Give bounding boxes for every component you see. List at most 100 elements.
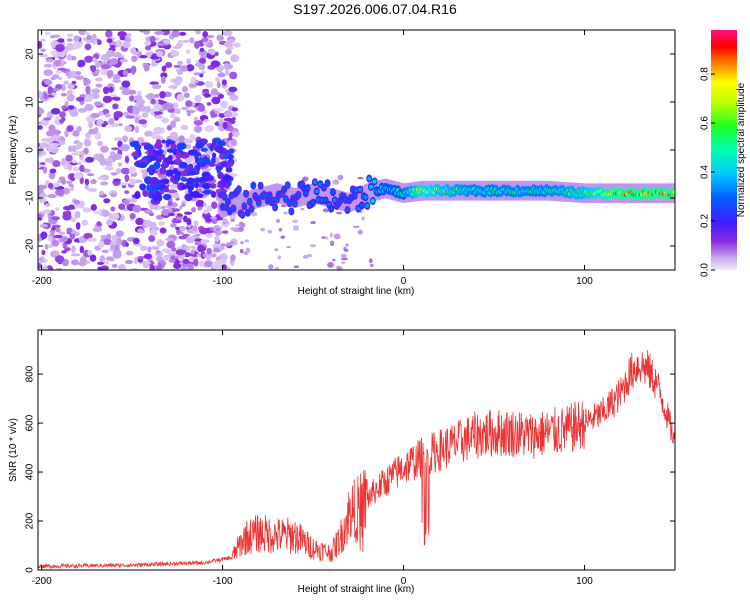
signal-blob — [223, 181, 231, 189]
noise-speckle — [202, 88, 210, 93]
noise-speckle — [159, 227, 167, 234]
noise-speckle — [129, 213, 136, 220]
ridge-core — [311, 200, 316, 205]
noise-speckle — [124, 174, 130, 183]
noise-speckle — [74, 210, 81, 219]
noise-speckle — [143, 63, 150, 72]
noise-speckle — [216, 34, 224, 41]
noise-speckle — [229, 94, 239, 102]
noise-speckle — [91, 88, 101, 94]
noise-speckle — [174, 108, 181, 115]
noise-speckle — [160, 75, 166, 84]
noise-speckle — [149, 204, 159, 210]
noise-speckle — [115, 237, 123, 246]
noise-speckle — [97, 140, 103, 147]
noise-speckle — [66, 42, 73, 51]
noise-speckle — [154, 30, 165, 35]
noise-speckle — [130, 67, 136, 75]
noise-speckle — [104, 158, 113, 162]
noise-speckle — [182, 233, 190, 237]
noise-speckle — [39, 192, 47, 198]
noise-speckle — [48, 124, 56, 133]
noise-speckle — [332, 179, 340, 185]
noise-speckle — [148, 234, 156, 242]
noise-speckle — [108, 86, 114, 93]
noise-speckle — [97, 110, 104, 116]
noise-speckle — [49, 168, 57, 174]
signal-blob — [159, 167, 167, 175]
spectrogram-x-tick-label: -100 — [213, 276, 233, 287]
noise-speckle — [96, 221, 102, 227]
noise-speckle — [205, 253, 212, 261]
signal-blob — [174, 158, 182, 164]
noise-speckle — [39, 54, 48, 58]
noise-speckle — [179, 205, 183, 210]
noise-speckle — [133, 256, 139, 264]
ridge-core — [358, 187, 363, 192]
noise-speckle — [203, 93, 211, 98]
noise-speckle — [154, 115, 163, 120]
noise-speckle — [52, 88, 61, 92]
noise-speckle — [41, 198, 47, 203]
noise-speckle — [302, 176, 309, 182]
noise-speckle — [59, 118, 65, 124]
noise-speckle — [167, 189, 178, 194]
noise-speckle — [329, 240, 335, 247]
signal-blob — [155, 139, 162, 146]
ridge-core — [303, 191, 308, 196]
noise-speckle — [169, 184, 179, 189]
noise-speckle — [144, 40, 152, 46]
ridge-core — [247, 199, 252, 204]
noise-speckle — [216, 258, 227, 265]
noise-speckle — [66, 180, 73, 184]
noise-speckle — [198, 57, 207, 65]
noise-speckle — [124, 259, 133, 265]
noise-speckle — [52, 160, 61, 168]
noise-speckle — [161, 205, 166, 210]
noise-speckle — [48, 147, 53, 152]
noise-speckle — [186, 112, 192, 117]
noise-speckle — [66, 38, 73, 42]
noise-speckle — [66, 227, 73, 233]
noise-speckle — [90, 35, 95, 44]
noise-speckle — [188, 83, 198, 87]
noise-speckle — [156, 50, 164, 58]
noise-speckle — [125, 250, 134, 256]
noise-speckle — [206, 34, 215, 39]
noise-speckle — [122, 41, 131, 49]
signal-blob — [191, 190, 200, 198]
ridge-core — [305, 186, 310, 191]
noise-speckle — [53, 129, 62, 135]
noise-speckle — [51, 74, 60, 79]
signal-blob — [197, 157, 204, 165]
noise-speckle — [55, 228, 61, 233]
noise-speckle — [128, 89, 137, 95]
ridge-core — [363, 195, 368, 200]
noise-speckle — [77, 61, 84, 68]
noise-speckle — [43, 92, 48, 100]
noise-speckle — [120, 144, 130, 152]
noise-speckle — [171, 246, 177, 252]
noise-speckle — [195, 30, 201, 35]
noise-speckle — [144, 130, 154, 137]
noise-speckle — [223, 41, 234, 48]
ridge-core — [314, 189, 319, 194]
noise-speckle — [185, 64, 195, 72]
signal-blob — [165, 169, 174, 177]
noise-speckle — [189, 37, 195, 44]
noise-speckle — [267, 230, 273, 234]
noise-speckle — [167, 200, 173, 207]
noise-speckle — [158, 220, 166, 226]
noise-speckle — [161, 248, 170, 253]
noise-speckle — [95, 68, 100, 75]
noise-speckle — [145, 94, 154, 99]
noise-speckle — [268, 264, 274, 270]
noise-speckle — [214, 108, 224, 112]
noise-speckle — [73, 166, 80, 172]
noise-speckle — [83, 147, 89, 155]
noise-speckle — [121, 80, 131, 88]
noise-speckle — [223, 63, 230, 70]
noise-speckle — [274, 248, 279, 252]
noise-speckle — [124, 242, 129, 247]
